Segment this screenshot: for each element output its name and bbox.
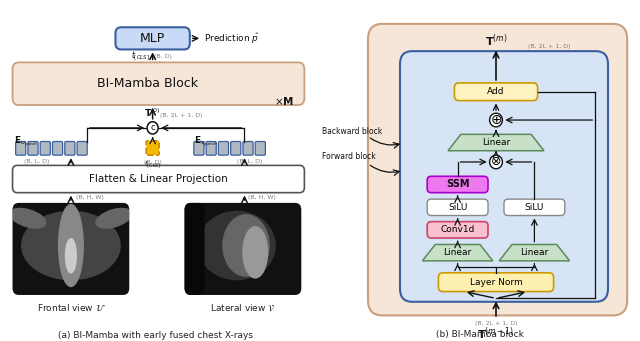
FancyBboxPatch shape	[368, 24, 627, 315]
Text: Linear: Linear	[482, 138, 510, 147]
Text: BI-Mamba Block: BI-Mamba Block	[97, 77, 198, 90]
FancyBboxPatch shape	[438, 273, 554, 292]
FancyBboxPatch shape	[255, 142, 266, 155]
FancyBboxPatch shape	[52, 142, 63, 155]
FancyBboxPatch shape	[243, 142, 253, 155]
Ellipse shape	[22, 211, 120, 280]
FancyBboxPatch shape	[428, 222, 488, 238]
Text: Backward block: Backward block	[322, 127, 382, 136]
Ellipse shape	[198, 211, 275, 280]
FancyBboxPatch shape	[13, 203, 129, 295]
Ellipse shape	[59, 205, 83, 286]
Text: Forward block: Forward block	[322, 152, 375, 161]
Circle shape	[490, 155, 502, 169]
Text: (B, 2L + 1, D): (B, 2L + 1, D)	[475, 321, 517, 326]
Text: $\mathbf{T}^{(m)}$: $\mathbf{T}^{(m)}$	[484, 32, 508, 48]
FancyBboxPatch shape	[206, 142, 216, 155]
Text: (B, D): (B, D)	[144, 160, 161, 165]
Circle shape	[147, 122, 158, 134]
Text: (a) BI-Mamba with early fused chest X-rays: (a) BI-Mamba with early fused chest X-ra…	[58, 331, 253, 340]
Text: Linear: Linear	[444, 248, 472, 257]
Circle shape	[490, 113, 502, 127]
FancyBboxPatch shape	[454, 83, 538, 101]
FancyBboxPatch shape	[28, 142, 38, 155]
Text: $\times$M: $\times$M	[273, 94, 294, 107]
Text: (B, 2L + 1, D): (B, 2L + 1, D)	[528, 44, 570, 48]
Polygon shape	[448, 134, 544, 151]
FancyBboxPatch shape	[77, 142, 87, 155]
FancyBboxPatch shape	[13, 165, 305, 193]
FancyBboxPatch shape	[40, 142, 51, 155]
Text: (B, 2L + 1, D): (B, 2L + 1, D)	[160, 113, 203, 118]
Text: SiLU: SiLU	[448, 203, 467, 212]
Text: $\mathbf{T}^{(m-1)}$: $\mathbf{T}^{(m-1)}$	[477, 325, 515, 341]
Polygon shape	[499, 244, 570, 261]
Text: MLP: MLP	[140, 32, 165, 45]
FancyBboxPatch shape	[184, 203, 301, 295]
FancyBboxPatch shape	[428, 176, 488, 193]
Text: (b) BI-Mamba block: (b) BI-Mamba block	[436, 330, 524, 339]
FancyBboxPatch shape	[504, 199, 564, 216]
FancyBboxPatch shape	[428, 199, 488, 216]
FancyBboxPatch shape	[218, 142, 228, 155]
FancyBboxPatch shape	[400, 51, 608, 302]
Text: $\mathbf{T}^{(0)}$: $\mathbf{T}^{(0)}$	[144, 106, 161, 119]
Text: Flatten & Linear Projection: Flatten & Linear Projection	[89, 174, 228, 184]
Text: (B, L, D): (B, L, D)	[237, 159, 262, 164]
Text: Add: Add	[487, 87, 505, 96]
Ellipse shape	[96, 208, 132, 228]
Ellipse shape	[10, 208, 46, 228]
Text: SSM: SSM	[446, 179, 469, 190]
Text: $t_{[CLS]}$: $t_{[CLS]}$	[131, 50, 150, 63]
Text: (B, L, D): (B, L, D)	[24, 159, 50, 164]
Polygon shape	[422, 244, 493, 261]
Ellipse shape	[243, 227, 268, 278]
Text: Linear: Linear	[520, 248, 548, 257]
Text: $t_{[CLS]}$: $t_{[CLS]}$	[144, 159, 161, 170]
Text: c: c	[150, 123, 155, 132]
Text: Layer Norm: Layer Norm	[470, 278, 522, 287]
Text: $\mathbf{E}_{v_{patch}}$: $\mathbf{E}_{v_{patch}}$	[194, 134, 218, 149]
FancyBboxPatch shape	[146, 141, 159, 155]
FancyBboxPatch shape	[65, 142, 75, 155]
FancyBboxPatch shape	[194, 142, 204, 155]
Text: Conv1d: Conv1d	[440, 225, 475, 234]
Text: Lateral view $\mathcal{V}$: Lateral view $\mathcal{V}$	[210, 302, 276, 313]
FancyBboxPatch shape	[15, 142, 26, 155]
Text: $\otimes$: $\otimes$	[490, 155, 502, 168]
Text: $\mathbf{E}_{u_{patch}}$: $\mathbf{E}_{u_{patch}}$	[14, 134, 38, 149]
Ellipse shape	[65, 239, 76, 273]
FancyBboxPatch shape	[230, 142, 241, 155]
FancyBboxPatch shape	[13, 62, 305, 105]
Text: Prediction $\hat{p}$: Prediction $\hat{p}$	[204, 31, 259, 46]
Ellipse shape	[223, 215, 269, 276]
Text: Frontal view $\mathcal{U}$: Frontal view $\mathcal{U}$	[36, 302, 105, 313]
Text: (B, H, W): (B, H, W)	[76, 195, 104, 200]
Text: (B, D): (B, D)	[154, 54, 172, 59]
Text: (B, H, W): (B, H, W)	[248, 195, 275, 200]
FancyBboxPatch shape	[184, 203, 205, 295]
FancyBboxPatch shape	[115, 27, 190, 49]
Text: SiLU: SiLU	[525, 203, 544, 212]
Text: $\oplus$: $\oplus$	[490, 113, 502, 127]
